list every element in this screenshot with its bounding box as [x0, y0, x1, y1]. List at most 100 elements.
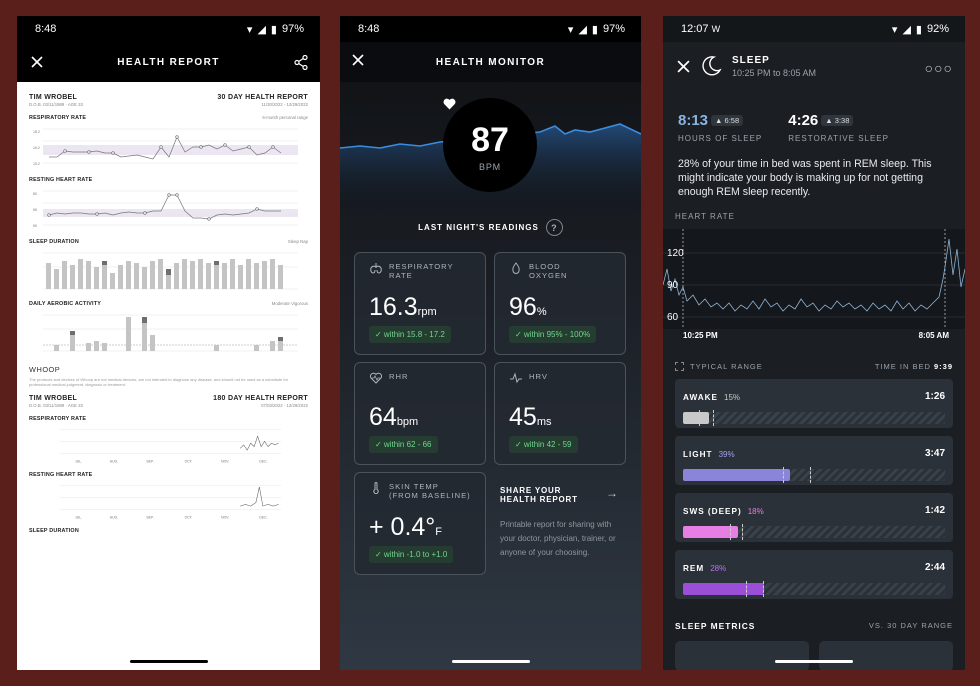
- whoop-heading: WHOOP: [29, 365, 61, 374]
- hrv-value: 45ms: [509, 403, 552, 431]
- page-title: SLEEP: [732, 54, 770, 66]
- stage-duration: 3:47: [924, 447, 945, 459]
- moon-icon: [702, 56, 722, 76]
- skin-temp-value: + 0.4°F: [369, 513, 443, 541]
- card-rhr[interactable]: RHR 64bpm ✓ within 62 - 66: [354, 362, 486, 465]
- rhr-value: 64bpm: [369, 403, 419, 431]
- month-label: AUG.: [110, 459, 119, 463]
- hrv-pulse-icon: [510, 372, 522, 384]
- battery-level: 97%: [602, 23, 625, 35]
- stage-name: LIGHT: [683, 450, 713, 459]
- svg-text:15.2: 15.2: [33, 162, 40, 166]
- home-indicator[interactable]: [775, 660, 853, 663]
- resp-rate-chart: 18.2 16.2 15.2: [33, 128, 298, 166]
- card-hrv[interactable]: HRV 45ms ✓ within 42 - 59: [494, 362, 626, 465]
- share-description: Printable report for sharing with your d…: [500, 520, 616, 557]
- home-indicator[interactable]: [451, 660, 530, 663]
- card-respiratory-rate[interactable]: RESPIRATORY RATE 16.3rpm ✓ within 15.8 - …: [354, 252, 486, 355]
- heart-rate-label: HEART RATE: [675, 212, 735, 221]
- readings-title: LAST NIGHT'S READINGS: [418, 223, 539, 232]
- patient-dob: D.O.B. 03/11/1989 · AGE 33: [29, 102, 83, 107]
- typical-range-label: TYPICAL RANGE: [690, 362, 763, 371]
- rhr-chart: 80 65 50: [33, 190, 298, 228]
- sleep-stages-list: AWAKE 15% 1:26 LIGHT 39% 3:47 SWS (DEEP) 18% 1:4…: [663, 379, 965, 599]
- stage-bar-fill: [683, 469, 791, 481]
- report-type-180: 180 DAY HEALTH REPORT: [213, 395, 308, 402]
- top-bar: HEALTH MONITOR: [340, 42, 641, 82]
- status-time: 12:07 W: [681, 23, 721, 35]
- oxygen-value: 96%: [509, 293, 547, 321]
- close-icon[interactable]: [31, 56, 43, 68]
- sleep-metrics-header: SLEEP METRICS VS. 30 DAY RANGE: [663, 621, 965, 631]
- sleep-stats: 8:13 ▲ 6:58 HOURS OF SLEEP 4:26 ▲ 3:38 RES…: [663, 112, 965, 143]
- card-skin-temp[interactable]: SKIN TEMP (FROM BASELINE) + 0.4°F ✓ withi…: [354, 472, 486, 575]
- hours-of-sleep-label: HOURS OF SLEEP: [678, 134, 763, 143]
- status-bar: 8:48 ▾ ◢ ▮ 97%: [17, 16, 320, 42]
- help-icon[interactable]: ?: [545, 219, 563, 236]
- sleep-stage-rem[interactable]: REM 28% 2:44: [675, 550, 953, 599]
- sleep-stage-awake[interactable]: AWAKE 15% 1:26: [675, 379, 953, 428]
- close-icon[interactable]: [677, 59, 690, 73]
- home-indicator[interactable]: [129, 660, 208, 663]
- hours-of-sleep-value: 8:13: [678, 112, 709, 129]
- stage-bar-track: [683, 524, 945, 540]
- svg-text:18.2: 18.2: [33, 130, 40, 134]
- card-blood-oxygen[interactable]: BLOOD OXYGEN 96% ✓ within 95% - 100%: [494, 252, 626, 355]
- stage-name: AWAKE: [683, 393, 719, 402]
- month-label: OCT.: [185, 515, 193, 519]
- battery-icon: ▮: [591, 23, 598, 36]
- time-in-bed-value: 9:39: [933, 362, 953, 371]
- stage-percent: 39%: [718, 450, 735, 459]
- resp-180-title: RESPIRATORY RATE: [29, 416, 87, 422]
- close-icon[interactable]: [352, 54, 364, 66]
- report-document[interactable]: TIM WROBEL 30 DAY HEALTH REPORT D.O.B. 0…: [17, 82, 320, 534]
- stage-bar-track: [683, 581, 945, 597]
- app-notification-icon: W: [711, 24, 721, 34]
- whoop-disclaimer: The products and devices of Whoop are no…: [29, 377, 289, 387]
- top-bar: HEALTH REPORT: [17, 42, 320, 82]
- svg-text:80: 80: [33, 192, 37, 196]
- aerobic-section-title: DAILY AEROBIC ACTIVITY: [29, 301, 101, 307]
- rhr-180-title: RESTING HEART RATE: [29, 472, 93, 478]
- wifi-icon: ▾: [246, 23, 253, 36]
- typical-range-swatch: [675, 362, 684, 371]
- metric-cards: [663, 641, 965, 670]
- chart-time-axis: 10:25 PM 8:05 AM: [663, 331, 965, 340]
- status-time: 8:48: [35, 23, 57, 35]
- share-icon[interactable]: [294, 54, 308, 70]
- status-time: 8:48: [358, 23, 380, 35]
- lungs-icon: [370, 263, 382, 274]
- sleep-stage-light[interactable]: LIGHT 39% 3:47: [675, 436, 953, 485]
- resp-legend: 6-month personal range: [262, 115, 308, 120]
- report-range: 11/30/2022 - 12/29/2022: [261, 102, 308, 107]
- sleep-stage-sws-deep[interactable]: SWS (DEEP) 18% 1:42: [675, 493, 953, 542]
- month-label: SEP.: [146, 459, 154, 463]
- svg-text:16.2: 16.2: [33, 146, 40, 150]
- signal-icon: ◢: [257, 23, 266, 36]
- restorative-sleep-label: RESTORATIVE SLEEP: [788, 134, 889, 143]
- sleep-180-title: SLEEP DURATION: [29, 528, 79, 534]
- page-title: HEALTH REPORT: [117, 56, 220, 68]
- hours-delta: ▲ 6:58: [711, 115, 744, 127]
- battery-icon: ▮: [915, 23, 922, 36]
- month-label: AUG.: [110, 515, 119, 519]
- stage-bar-fill: [683, 526, 739, 538]
- typical-range-marker: [782, 467, 812, 483]
- aerobic-activity-chart: [43, 314, 298, 352]
- month-label: NOV.: [221, 459, 229, 463]
- signal-icon: ◢: [902, 23, 911, 36]
- more-options-icon[interactable]: ○○○: [924, 60, 953, 76]
- sleep-header: SLEEP 10:25 PM to 8:05 AM ○○○: [663, 42, 965, 90]
- metric-card[interactable]: [675, 641, 809, 670]
- metric-card[interactable]: [819, 641, 953, 670]
- status-bar: 12:07 W ▾ ◢ ▮ 92%: [663, 16, 965, 42]
- bpm-display: 87 BPM: [443, 98, 537, 192]
- overnight-heart-rate-chart: 120 90 60: [663, 229, 965, 329]
- month-label: JUL.: [75, 459, 82, 463]
- signal-icon: ◢: [578, 23, 587, 36]
- rhr-section-title: RESTING HEART RATE: [29, 177, 93, 183]
- hr-tick: 120: [667, 248, 684, 259]
- share-report-link[interactable]: SHARE YOUR HEALTH REPORT → Printable rep…: [500, 486, 620, 560]
- battery-level: 97%: [281, 23, 304, 35]
- resp-range-badge: ✓ within 15.8 - 17.2: [369, 326, 451, 343]
